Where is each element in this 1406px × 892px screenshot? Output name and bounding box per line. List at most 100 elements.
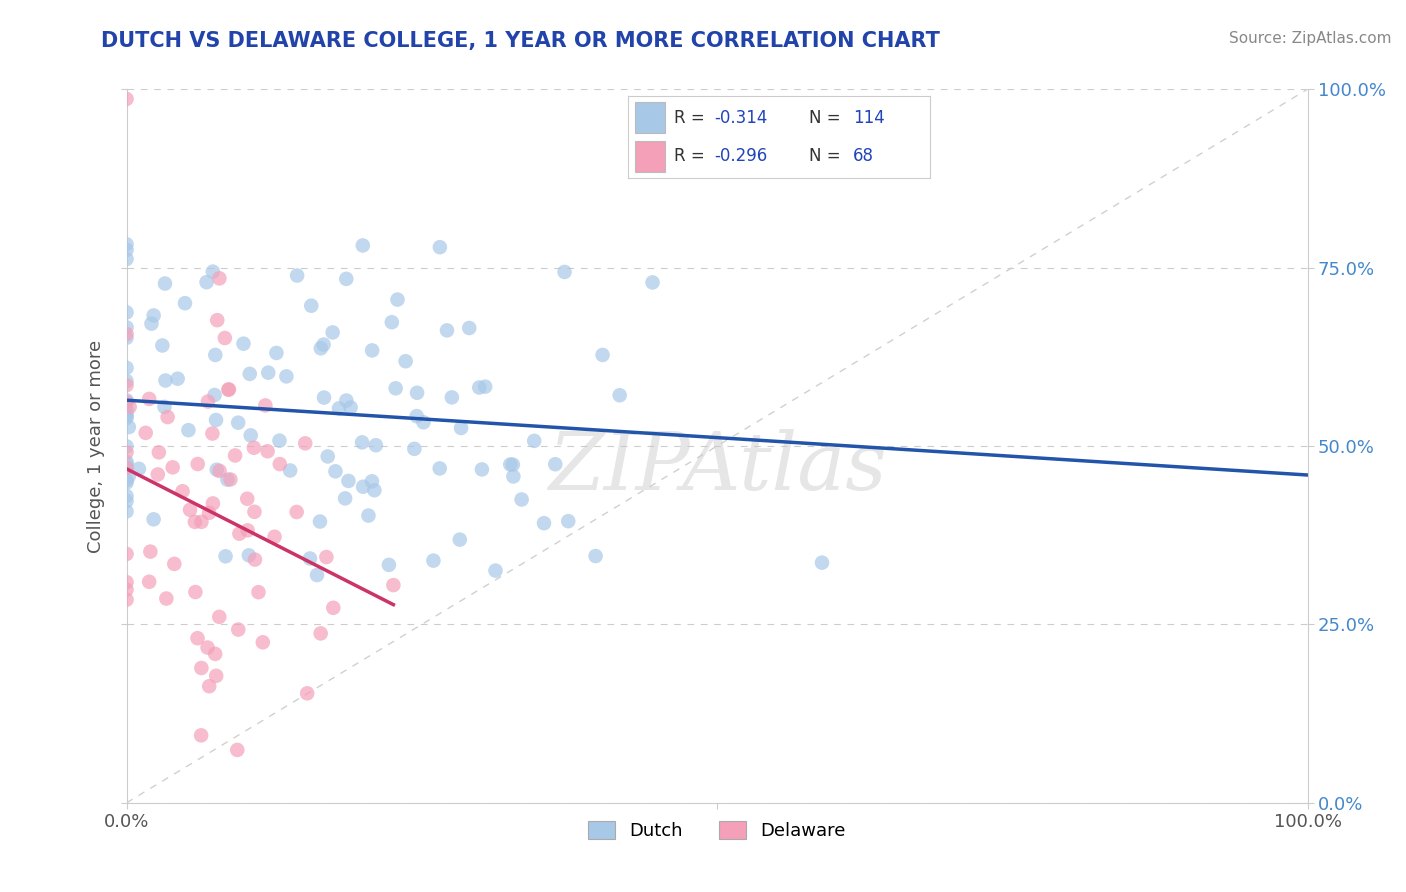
Point <box>322 326 344 340</box>
Point <box>115 575 138 590</box>
Point <box>187 457 209 471</box>
Point <box>115 461 138 475</box>
Point <box>312 337 335 351</box>
Point <box>190 661 212 675</box>
Point <box>115 489 138 503</box>
Point <box>228 526 250 541</box>
Point <box>243 441 266 455</box>
Point <box>205 463 228 477</box>
Point <box>139 544 162 558</box>
Point <box>436 323 458 337</box>
Point <box>115 320 138 334</box>
Point <box>115 457 138 471</box>
Point <box>468 380 491 394</box>
Point <box>440 390 463 404</box>
Point <box>141 317 163 331</box>
Point <box>214 549 236 564</box>
Point <box>429 240 451 254</box>
Point <box>184 585 207 599</box>
Point <box>115 455 138 469</box>
Point <box>156 410 179 425</box>
Point <box>153 400 176 414</box>
Point <box>585 549 607 563</box>
Point <box>247 585 270 599</box>
Point <box>404 442 426 456</box>
Point <box>592 348 614 362</box>
Point <box>115 439 138 453</box>
Point <box>510 492 533 507</box>
Point <box>257 366 280 380</box>
Point <box>450 421 472 435</box>
Point <box>115 243 138 257</box>
Point <box>115 360 138 375</box>
Point <box>118 400 141 414</box>
Point <box>115 92 138 106</box>
Point <box>177 423 200 437</box>
Point <box>269 434 291 448</box>
Point <box>352 238 374 252</box>
Point <box>278 463 301 477</box>
Point <box>115 504 138 518</box>
Point <box>295 686 318 700</box>
Text: DUTCH VS DELAWARE COLLEGE, 1 YEAR OR MORE CORRELATION CHART: DUTCH VS DELAWARE COLLEGE, 1 YEAR OR MOR… <box>101 31 941 51</box>
Point <box>312 391 335 405</box>
Point <box>363 483 385 498</box>
Point <box>641 276 664 290</box>
Point <box>429 461 451 475</box>
Point <box>325 464 347 478</box>
Point <box>135 425 157 440</box>
Point <box>118 420 141 434</box>
Point <box>118 469 141 483</box>
Point <box>197 394 219 409</box>
Point <box>276 369 298 384</box>
Point <box>142 512 165 526</box>
Point <box>198 679 221 693</box>
Point <box>205 413 228 427</box>
Point <box>217 473 239 487</box>
Point <box>236 524 259 538</box>
Point <box>305 568 328 582</box>
Y-axis label: College, 1 year or more: College, 1 year or more <box>87 340 105 552</box>
Point <box>394 354 416 368</box>
Legend: Dutch, Delaware: Dutch, Delaware <box>581 814 853 847</box>
Point <box>190 515 212 529</box>
Point <box>316 450 339 464</box>
Point <box>294 436 316 450</box>
Point <box>184 515 207 529</box>
Point <box>458 321 481 335</box>
Point <box>226 416 249 430</box>
Point <box>502 469 524 483</box>
Point <box>208 271 231 285</box>
Point <box>115 473 138 487</box>
Point <box>471 462 494 476</box>
Point <box>197 640 219 655</box>
Text: ZIPAtlas: ZIPAtlas <box>548 429 886 506</box>
Point <box>166 372 188 386</box>
Point <box>384 381 406 395</box>
Point <box>142 309 165 323</box>
Point <box>208 610 231 624</box>
Point <box>378 558 401 572</box>
Point <box>533 516 555 531</box>
Point <box>219 472 242 486</box>
Point <box>153 277 176 291</box>
Point <box>204 348 226 362</box>
Point <box>502 458 524 472</box>
Point <box>269 457 291 471</box>
Point <box>115 378 138 392</box>
Point <box>207 313 229 327</box>
Point <box>226 623 249 637</box>
Point <box>115 411 138 425</box>
Point <box>115 461 138 475</box>
Point <box>115 592 138 607</box>
Point <box>328 401 350 416</box>
Point <box>224 449 246 463</box>
Point <box>115 305 138 319</box>
Point <box>299 299 322 313</box>
Point <box>179 503 201 517</box>
Point <box>263 530 285 544</box>
Point <box>155 591 177 606</box>
Point <box>449 533 471 547</box>
Point <box>115 393 138 408</box>
Point <box>146 467 169 482</box>
